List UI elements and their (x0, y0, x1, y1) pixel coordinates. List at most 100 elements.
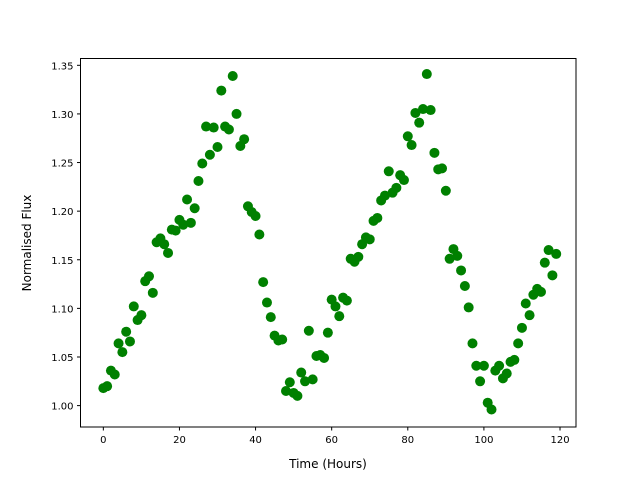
data-point (509, 354, 520, 365)
data-point (429, 147, 440, 158)
data-point (322, 327, 333, 338)
data-point (456, 265, 467, 276)
data-point (486, 404, 497, 415)
y-axis-ticks: 1.00 1.05 1.10 1.15 1.20 1.25 1.30 1.35 (51, 61, 81, 413)
data-point (520, 298, 531, 309)
data-point (231, 108, 242, 119)
data-point (383, 166, 394, 177)
data-point (353, 251, 364, 262)
data-point (501, 368, 512, 379)
y-tick-label: 1.15 (51, 256, 73, 267)
data-point (475, 376, 486, 387)
data-point (185, 217, 196, 228)
data-point (159, 239, 170, 250)
data-point (277, 334, 288, 345)
y-axis-label: Normalised Flux (20, 195, 34, 292)
data-point (300, 376, 311, 387)
x-tick-label: 0 (100, 435, 106, 446)
data-point (227, 71, 238, 82)
data-point (204, 149, 215, 160)
data-point (452, 250, 463, 261)
data-point (478, 360, 489, 371)
data-point (379, 190, 390, 201)
data-point (414, 117, 425, 128)
data-points (98, 69, 562, 415)
data-point (467, 338, 478, 349)
data-point (178, 219, 189, 230)
x-tick-label: 60 (325, 435, 338, 446)
x-tick-label: 80 (401, 435, 414, 446)
x-axis-ticks: 0 20 40 60 80 100 120 (100, 427, 570, 446)
data-point (281, 386, 292, 397)
data-point (516, 322, 527, 333)
data-point (307, 374, 318, 385)
data-point (250, 211, 261, 222)
data-point (261, 297, 272, 308)
data-point (197, 158, 208, 169)
data-point (494, 360, 505, 371)
axes-frame (80, 58, 577, 428)
data-point (463, 302, 474, 313)
data-point (391, 182, 402, 193)
y-tick-label: 1.25 (51, 159, 73, 170)
data-point (170, 225, 181, 236)
data-point (437, 163, 448, 174)
data-point (406, 140, 417, 151)
y-tick-label: 1.00 (51, 402, 73, 413)
data-point (223, 124, 234, 135)
data-point (296, 367, 307, 378)
data-point (163, 247, 174, 258)
data-point (398, 175, 409, 186)
data-point (524, 310, 535, 321)
y-tick-label: 1.10 (51, 304, 73, 315)
x-tick-label: 120 (550, 435, 569, 446)
data-point (284, 377, 295, 388)
data-point (113, 338, 124, 349)
data-point (254, 229, 265, 240)
data-point (102, 381, 113, 392)
x-axis-label: Time (Hours) (288, 457, 367, 471)
y-tick-label: 1.20 (51, 207, 73, 218)
data-point (216, 85, 227, 96)
data-point (292, 390, 303, 401)
data-point (410, 107, 421, 118)
data-point (144, 271, 155, 282)
data-point (334, 311, 345, 322)
data-point (109, 369, 120, 380)
data-point (193, 176, 204, 187)
data-point (535, 286, 546, 297)
data-point (444, 253, 455, 264)
data-point (182, 194, 193, 205)
data-point (330, 301, 341, 312)
data-point (124, 336, 135, 347)
data-point (372, 212, 383, 223)
x-tick-label: 40 (249, 435, 262, 446)
data-point (421, 69, 432, 80)
data-point (212, 141, 223, 152)
data-point (551, 248, 562, 259)
data-point (258, 277, 269, 288)
data-point (239, 134, 250, 145)
data-point (136, 310, 147, 321)
data-point (208, 122, 219, 133)
data-point (201, 121, 212, 132)
data-point (364, 234, 375, 245)
data-point (513, 338, 524, 349)
data-point (440, 185, 451, 196)
data-point (121, 326, 132, 337)
data-point (459, 281, 470, 292)
y-tick-label: 1.35 (51, 61, 73, 72)
data-point (539, 257, 550, 268)
y-tick-label: 1.05 (51, 353, 73, 364)
data-point (543, 245, 554, 256)
data-point (418, 104, 429, 115)
x-tick-label: 20 (173, 435, 186, 446)
data-point (319, 352, 330, 363)
data-point (402, 131, 413, 142)
data-point (341, 295, 352, 306)
data-point (189, 203, 200, 214)
data-point (265, 312, 276, 323)
data-point (303, 325, 314, 336)
data-point (425, 105, 436, 116)
